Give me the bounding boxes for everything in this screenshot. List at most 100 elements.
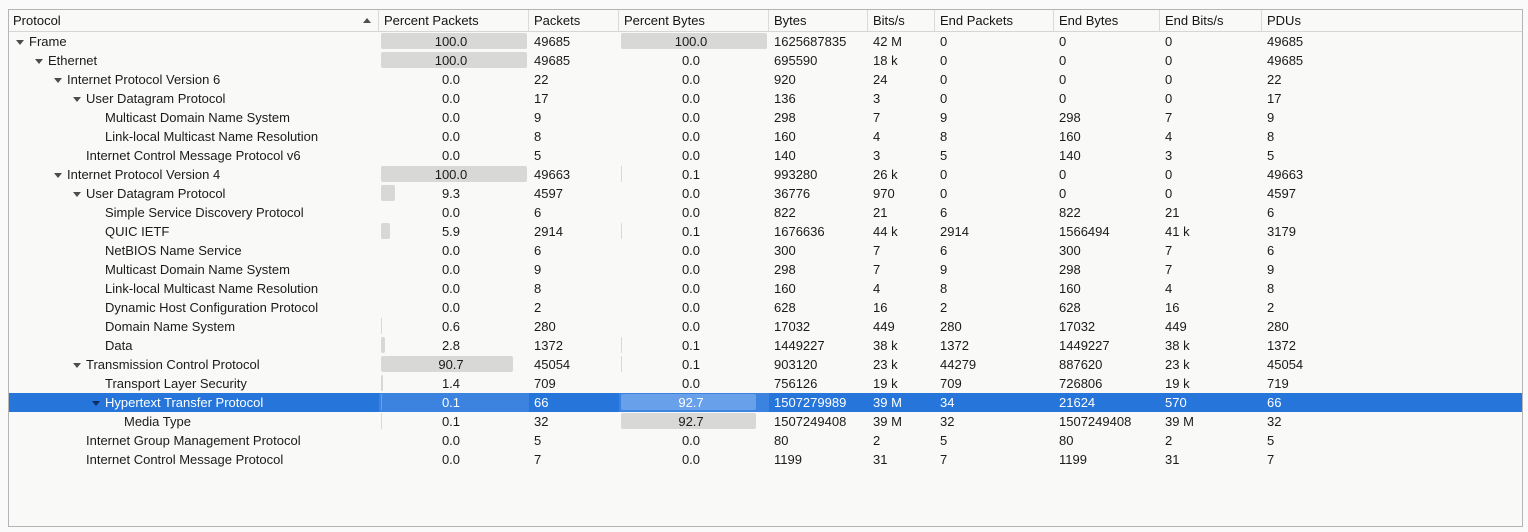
percent-bytes-cell: 0.0 bbox=[619, 317, 769, 336]
packets-cell: 4597 bbox=[534, 186, 563, 201]
pdus-cell: 49685 bbox=[1267, 34, 1304, 49]
percent-packets-cell-value: 0.0 bbox=[441, 452, 461, 467]
table-header: Protocol Percent Packets Packets Percent… bbox=[9, 10, 1522, 32]
table-row[interactable]: NetBIOS Name Service 0.0 6 0.0 300 7 6 300 7 6 bbox=[9, 241, 1522, 260]
end-packets-cell: 0 bbox=[940, 53, 948, 68]
column-header-protocol[interactable]: Protocol bbox=[9, 10, 379, 32]
bits-per-s-cell: 38 k bbox=[873, 338, 898, 353]
table-row[interactable]: Domain Name System 0.6 280 0.0 17032 449 280 17… bbox=[9, 317, 1522, 336]
packets-cell: 9 bbox=[534, 262, 542, 277]
packets-cell: 6 bbox=[534, 205, 542, 220]
table-row[interactable]: Media Type 0.1 32 92.7 1507249408 39 M 32 15072… bbox=[9, 412, 1522, 431]
table-row[interactable]: Transport Layer Security 1.4 709 0.0 756126 1… bbox=[9, 374, 1522, 393]
percent-packets-cell-value: 0.0 bbox=[441, 148, 461, 163]
column-header-end-bytes[interactable]: End Bytes bbox=[1054, 10, 1160, 32]
bytes-cell: 298 bbox=[774, 262, 796, 277]
percent-packets-cell-value: 100.0 bbox=[434, 167, 468, 182]
table-row[interactable]: Internet Group Management Protocol 0.0 5 0.… bbox=[9, 431, 1522, 450]
expander-down-icon[interactable] bbox=[30, 51, 48, 70]
end-bytes-cell: 726806 bbox=[1059, 376, 1103, 391]
protocol-cell: Internet Control Message Protocol bbox=[9, 450, 379, 469]
triangle-glyph bbox=[54, 173, 62, 179]
column-header-bytes[interactable]: Bytes bbox=[769, 10, 868, 32]
table-row[interactable]: QUIC IETF 5.9 2914 0.1 1676636 44 k 2914 156649… bbox=[9, 222, 1522, 241]
end-bits-per-s-cell: 31 bbox=[1165, 452, 1180, 467]
percent-packets-cell-value: 2.8 bbox=[441, 338, 461, 353]
percent-packets-cell: 0.0 bbox=[379, 431, 529, 450]
table-row[interactable]: User Datagram Protocol 9.3 4597 0.0 36776 970… bbox=[9, 184, 1522, 203]
percent-bytes-cell-value: 0.0 bbox=[681, 186, 701, 201]
table-row[interactable]: Internet Protocol Version 6 0.0 22 0.0 920 24… bbox=[9, 70, 1522, 89]
column-header-end-packets[interactable]: End Packets bbox=[935, 10, 1054, 32]
percent-packets-cell-value: 0.0 bbox=[441, 72, 461, 87]
percent-packets-cell-value: 100.0 bbox=[434, 34, 468, 49]
column-header-bits-per-s[interactable]: Bits/s bbox=[868, 10, 935, 32]
expander-down-icon[interactable] bbox=[87, 393, 105, 412]
percent-bytes-cell: 0.0 bbox=[619, 241, 769, 260]
end-bits-per-s-cell: 0 bbox=[1165, 186, 1173, 201]
table-row[interactable]: Simple Service Discovery Protocol 0.0 6 0.0… bbox=[9, 203, 1522, 222]
table-row[interactable]: Internet Protocol Version 4 100.0 49663 0.1… bbox=[9, 165, 1522, 184]
table-row[interactable]: Link-local Multicast Name Resolution 0.0 8… bbox=[9, 127, 1522, 146]
expander-down-icon[interactable] bbox=[49, 70, 67, 89]
column-header-end-bits-per-s[interactable]: End Bits/s bbox=[1160, 10, 1262, 32]
percent-packets-cell-value: 0.1 bbox=[441, 414, 461, 429]
end-packets-cell: 9 bbox=[940, 262, 948, 277]
percent-bytes-cell-value: 0.0 bbox=[681, 148, 701, 163]
pdus-cell: 6 bbox=[1267, 205, 1275, 220]
percent-packets-cell: 1.4 bbox=[379, 374, 529, 393]
table-row[interactable]: Ethernet 100.0 49685 0.0 695590 18 k 0 0 0 49685 bbox=[9, 51, 1522, 70]
percent-packets-cell: 0.1 bbox=[379, 412, 529, 431]
percent-bytes-cell: 0.0 bbox=[619, 108, 769, 127]
protocol-cell: Multicast Domain Name System bbox=[9, 108, 379, 127]
expander-down-icon[interactable] bbox=[68, 355, 86, 374]
table-row[interactable]: Frame 100.0 49685 100.0 1625687835 42 M 0 0 0 496… bbox=[9, 32, 1522, 51]
column-header-percent-bytes[interactable]: Percent Bytes bbox=[619, 10, 769, 32]
end-bits-per-s-cell: 3 bbox=[1165, 148, 1173, 163]
end-bytes-cell: 298 bbox=[1059, 262, 1081, 277]
pdus-cell: 8 bbox=[1267, 129, 1275, 144]
table-row[interactable]: Dynamic Host Configuration Protocol 0.0 2 0… bbox=[9, 298, 1522, 317]
bits-per-s-cell: 23 k bbox=[873, 357, 898, 372]
expander-down-icon[interactable] bbox=[68, 184, 86, 203]
table-body: Frame 100.0 49685 100.0 1625687835 42 M 0 0 0 496… bbox=[9, 32, 1522, 469]
percent-packets-cell: 0.0 bbox=[379, 108, 529, 127]
protocol-cell: Transport Layer Security bbox=[9, 374, 379, 393]
triangle-glyph bbox=[73, 192, 81, 198]
percent-bytes-cell-value: 0.1 bbox=[681, 167, 701, 182]
table-row[interactable]: Internet Control Message Protocol v6 0.0 5… bbox=[9, 146, 1522, 165]
bits-per-s-cell: 42 M bbox=[873, 34, 902, 49]
percent-bytes-cell-value: 0.0 bbox=[681, 262, 701, 277]
packets-cell: 32 bbox=[534, 414, 549, 429]
table-row[interactable]: Internet Control Message Protocol 0.0 7 0.0… bbox=[9, 450, 1522, 469]
table-row[interactable]: Hypertext Transfer Protocol 0.1 66 92.7 1507… bbox=[9, 393, 1522, 412]
expander-down-icon[interactable] bbox=[68, 89, 86, 108]
percent-packets-cell: 0.0 bbox=[379, 298, 529, 317]
column-header-percent-packets[interactable]: Percent Packets bbox=[379, 10, 529, 32]
bytes-cell: 298 bbox=[774, 110, 796, 125]
percent-packets-cell: 0.6 bbox=[379, 317, 529, 336]
pdus-cell: 22 bbox=[1267, 72, 1282, 87]
table-row[interactable]: Multicast Domain Name System 0.0 9 0.0 298 7 9… bbox=[9, 108, 1522, 127]
bytes-cell: 300 bbox=[774, 243, 796, 258]
table-row[interactable]: Data 2.8 1372 0.1 1449227 38 k 1372 1449227 38 k… bbox=[9, 336, 1522, 355]
end-bytes-cell: 0 bbox=[1059, 53, 1067, 68]
table-row[interactable]: Link-local Multicast Name Resolution 0.0 8… bbox=[9, 279, 1522, 298]
table-row[interactable]: Multicast Domain Name System 0.0 9 0.0 298 7 9… bbox=[9, 260, 1522, 279]
percent-packets-cell: 0.0 bbox=[379, 89, 529, 108]
expander-down-icon[interactable] bbox=[11, 32, 29, 51]
packets-cell: 49685 bbox=[534, 53, 571, 68]
expander-down-icon[interactable] bbox=[49, 165, 67, 184]
end-bits-per-s-cell: 570 bbox=[1165, 395, 1187, 410]
end-packets-cell: 1372 bbox=[940, 338, 969, 353]
end-bytes-cell: 1507249408 bbox=[1059, 414, 1132, 429]
pdus-cell: 5 bbox=[1267, 433, 1275, 448]
end-bytes-cell: 0 bbox=[1059, 91, 1067, 106]
end-bits-per-s-cell: 19 k bbox=[1165, 376, 1190, 391]
column-header-pdus[interactable]: PDUs bbox=[1262, 10, 1522, 32]
table-row[interactable]: User Datagram Protocol 0.0 17 0.0 136 3 0 0 0 17 bbox=[9, 89, 1522, 108]
pdus-cell: 2 bbox=[1267, 300, 1275, 315]
column-header-packets[interactable]: Packets bbox=[529, 10, 619, 32]
table-row[interactable]: Transmission Control Protocol 90.7 45054 0.… bbox=[9, 355, 1522, 374]
percent-packets-cell-value: 0.0 bbox=[441, 243, 461, 258]
